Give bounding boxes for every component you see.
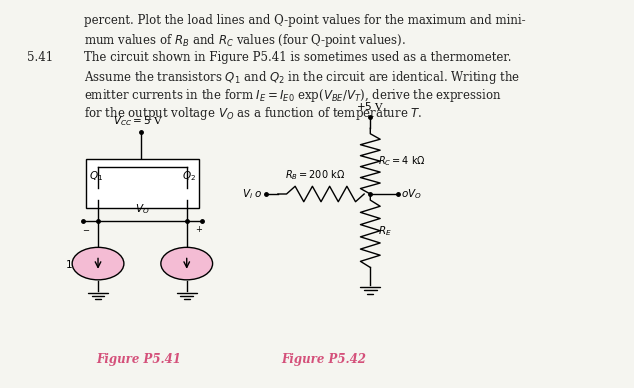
- Text: $Q_1$: $Q_1$: [89, 169, 103, 182]
- Text: $V_O$: $V_O$: [135, 203, 150, 217]
- Text: 5.41: 5.41: [27, 50, 53, 64]
- Text: $R_C=4\ \mathrm{k}\Omega$: $R_C=4\ \mathrm{k}\Omega$: [378, 154, 425, 168]
- Text: emitter currents in the form $I_E = I_{E0}$ exp($V_{BE}/V_T$), derive the expres: emitter currents in the form $I_E = I_{E…: [84, 87, 501, 104]
- Text: $-$: $-$: [82, 224, 90, 233]
- Text: $R_E$: $R_E$: [378, 224, 391, 237]
- Text: $10I$: $10I$: [65, 258, 82, 270]
- Text: $V_i\ o$: $V_i\ o$: [242, 187, 262, 201]
- Text: $Q_2$: $Q_2$: [182, 169, 196, 182]
- Text: Figure P5.42: Figure P5.42: [281, 353, 366, 366]
- Text: $V_{CC}=5$ V: $V_{CC}=5$ V: [113, 114, 163, 128]
- Text: for the output voltage $V_O$ as a function of temperature $T$.: for the output voltage $V_O$ as a functi…: [84, 105, 422, 122]
- Text: percent. Plot the load lines and Q-point values for the maximum and mini-: percent. Plot the load lines and Q-point…: [84, 14, 526, 27]
- Bar: [86, 159, 199, 208]
- Text: Figure P5.41: Figure P5.41: [96, 353, 181, 366]
- Text: mum values of $R_B$ and $R_C$ values (four Q-point values).: mum values of $R_B$ and $R_C$ values (fo…: [84, 32, 406, 49]
- Text: $+5$ V: $+5$ V: [356, 100, 384, 112]
- Text: $I$: $I$: [202, 258, 207, 270]
- Text: $+$: $+$: [195, 224, 203, 234]
- Text: Assume the transistors $Q_1$ and $Q_2$ in the circuit are identical. Writing the: Assume the transistors $Q_1$ and $Q_2$ i…: [84, 69, 520, 86]
- Circle shape: [161, 248, 212, 280]
- Text: The circuit shown in Figure P5.41 is sometimes used as a thermometer.: The circuit shown in Figure P5.41 is som…: [84, 50, 512, 64]
- Circle shape: [72, 248, 124, 280]
- Text: $oV_O$: $oV_O$: [401, 187, 422, 201]
- Text: $R_B=200\ \mathrm{k}\Omega$: $R_B=200\ \mathrm{k}\Omega$: [285, 168, 345, 182]
